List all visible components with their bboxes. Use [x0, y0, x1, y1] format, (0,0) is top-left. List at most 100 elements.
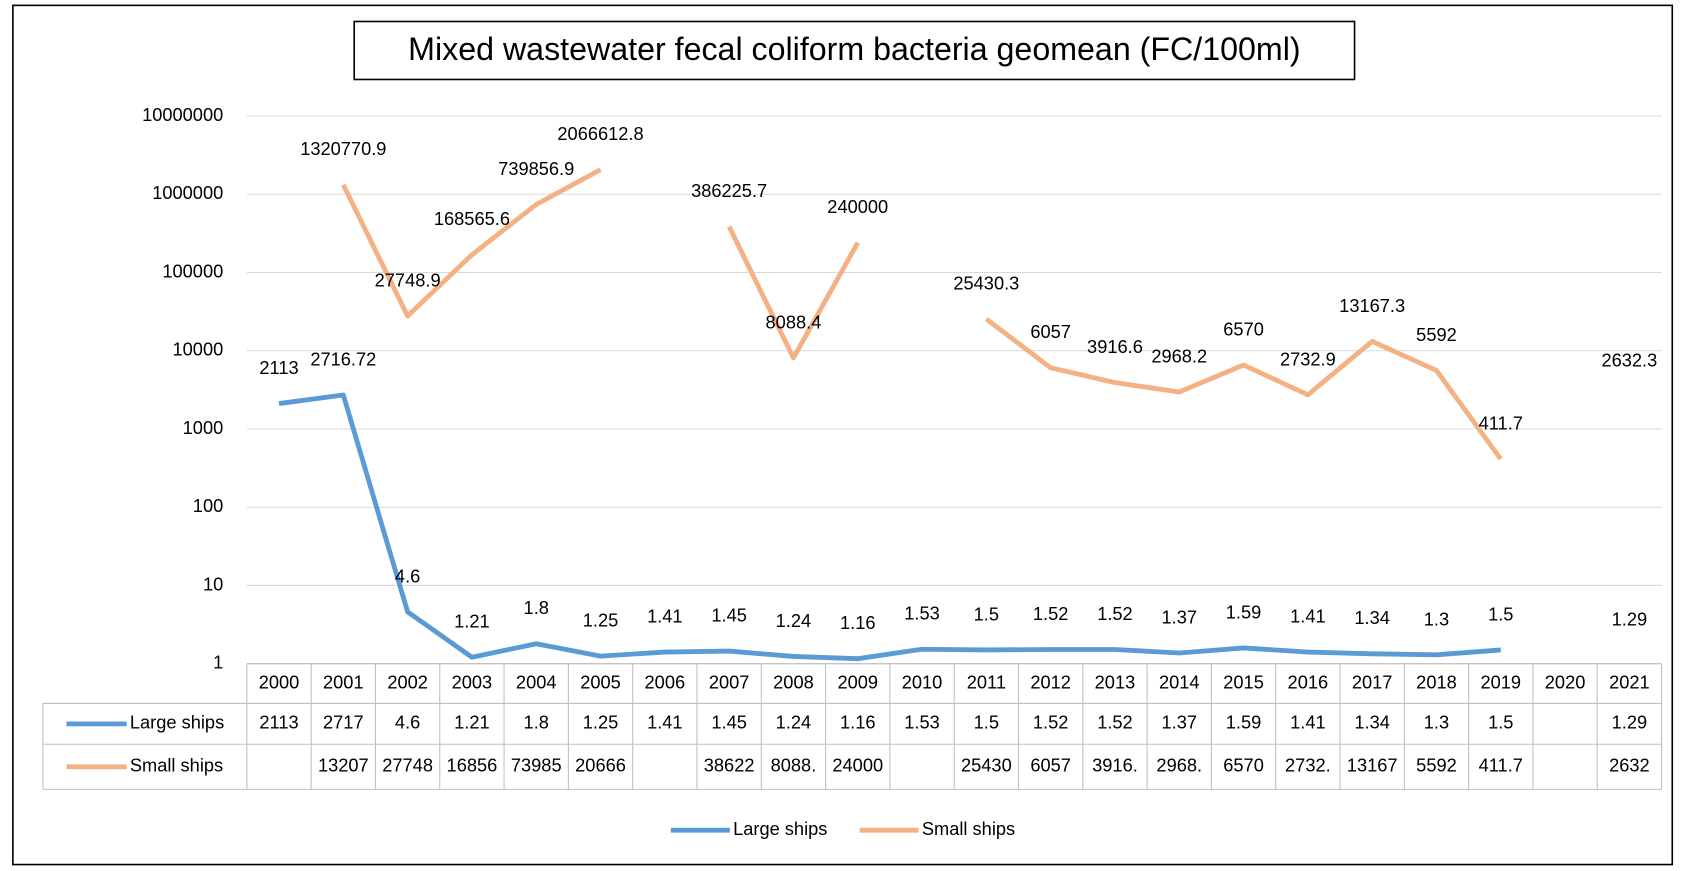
- x-tick-label: 2008: [773, 671, 814, 692]
- table-cell: 1.41: [647, 712, 683, 733]
- data-label: 1.25: [583, 610, 619, 631]
- x-tick-label: 2005: [580, 671, 621, 692]
- table-cell: 1.53: [904, 712, 940, 733]
- data-label: 2732.9: [1280, 348, 1336, 369]
- data-label: 1.16: [840, 612, 876, 633]
- table-cell: 25430: [961, 755, 1012, 776]
- table-cell: 1.8: [524, 712, 549, 733]
- legend-label: Large ships: [733, 818, 827, 839]
- legend-label: Small ships: [922, 818, 1015, 839]
- data-label: 1.41: [647, 606, 683, 627]
- table-cell: 1.52: [1097, 712, 1133, 733]
- table-cell: 2968.: [1156, 755, 1202, 776]
- x-tick-label: 2007: [709, 671, 750, 692]
- table-cell: 2717: [323, 712, 364, 733]
- table-cell: 1.21: [454, 712, 490, 733]
- y-tick-label: 100000: [162, 260, 223, 281]
- title-box: [353, 20, 1356, 81]
- data-label: 6570: [1223, 318, 1264, 339]
- data-label: 27748.9: [375, 270, 441, 291]
- data-label: 2113: [259, 357, 298, 378]
- data-label: 4.6: [395, 565, 420, 586]
- data-label: 1.5: [974, 603, 999, 624]
- table-cell: 411.7: [1479, 755, 1523, 776]
- table-cell: 3916.: [1092, 755, 1138, 776]
- data-label: 1.41: [1290, 606, 1326, 627]
- x-tick-label: 2021: [1609, 671, 1650, 692]
- table-cell: 5592: [1416, 755, 1457, 776]
- table-cell: 2632: [1609, 755, 1650, 776]
- table-cell: 1.3: [1424, 712, 1449, 733]
- y-tick-label: 1000: [183, 417, 224, 438]
- x-tick-label: 2015: [1223, 671, 1264, 692]
- data-label: 1.29: [1612, 609, 1648, 630]
- table-row-label: Large ships: [130, 712, 224, 733]
- y-tick-label: 10000000: [142, 104, 223, 125]
- x-tick-label: 2011: [967, 671, 1006, 692]
- data-label: 1.8: [524, 597, 549, 618]
- table-cell: 13167: [1347, 755, 1398, 776]
- y-tick-label: 10: [203, 573, 223, 594]
- x-tick-label: 2020: [1545, 671, 1586, 692]
- x-tick-label: 2014: [1159, 671, 1200, 692]
- table-cell: 6570: [1223, 755, 1264, 776]
- table-cell: 20666: [575, 755, 626, 776]
- table-cell: 1.25: [583, 712, 619, 733]
- x-tick-label: 2010: [902, 671, 943, 692]
- table-cell: 2732.: [1285, 755, 1331, 776]
- table-cell: 1.41: [1290, 712, 1326, 733]
- data-label: 8088.4: [766, 311, 822, 332]
- data-label: 739856.9: [498, 158, 574, 179]
- data-label: 2632.3: [1601, 350, 1657, 371]
- data-label: 411.7: [1479, 413, 1523, 434]
- data-label: 1.53: [904, 603, 940, 624]
- x-tick-label: 2017: [1352, 671, 1393, 692]
- data-label: 1.52: [1033, 603, 1069, 624]
- x-tick-label: 2001: [323, 671, 364, 692]
- x-tick-label: 2006: [645, 671, 686, 692]
- x-tick-label: 2003: [452, 671, 493, 692]
- data-label: 240000: [827, 196, 888, 217]
- data-label: 2716.72: [310, 348, 376, 369]
- x-tick-label: 2018: [1416, 671, 1457, 692]
- data-label: 1.52: [1097, 603, 1133, 624]
- table-cell: 1.52: [1033, 712, 1069, 733]
- series-line: [343, 170, 1629, 460]
- table-cell: 27748: [382, 755, 433, 776]
- table-cell: 1.29: [1612, 712, 1648, 733]
- table-cell: 24000: [832, 755, 883, 776]
- data-label: 1.3: [1424, 608, 1449, 629]
- data-label: 1320770.9: [300, 138, 386, 159]
- data-label: 1.34: [1354, 607, 1390, 628]
- x-tick-label: 2012: [1030, 671, 1071, 692]
- x-tick-label: 2004: [516, 671, 557, 692]
- data-label: 5592: [1416, 324, 1457, 345]
- y-tick-label: 10000: [173, 339, 224, 360]
- table-cell: 1.5: [1488, 712, 1513, 733]
- chart-title: Mixed wastewater fecal coliform bacteria…: [408, 31, 1300, 67]
- table-cell: 6057: [1030, 755, 1071, 776]
- table-cell: 13207: [318, 755, 369, 776]
- table-cell: 1.59: [1226, 712, 1262, 733]
- data-label: 2968.2: [1151, 345, 1207, 366]
- table-cell: 16856: [447, 755, 498, 776]
- data-label: 25430.3: [953, 272, 1019, 293]
- table-cell: 1.37: [1162, 712, 1198, 733]
- data-label: 1.37: [1162, 606, 1198, 627]
- data-label: 1.45: [711, 605, 747, 626]
- x-tick-label: 2016: [1288, 671, 1329, 692]
- data-label: 1.59: [1226, 601, 1262, 622]
- x-tick-label: 2002: [387, 671, 428, 692]
- data-label: 1.24: [776, 610, 812, 631]
- table-row-label: Small ships: [130, 755, 223, 776]
- y-tick-label: 1: [213, 652, 223, 673]
- table-cell: 38622: [704, 755, 755, 776]
- table-cell: 2113: [259, 712, 298, 733]
- chart-border: [12, 4, 1674, 866]
- table-cell: 1.45: [711, 712, 747, 733]
- table-cell: 1.16: [840, 712, 876, 733]
- table-cell: 8088.: [771, 755, 817, 776]
- data-label: 1.5: [1488, 603, 1513, 624]
- data-label: 386225.7: [691, 180, 767, 201]
